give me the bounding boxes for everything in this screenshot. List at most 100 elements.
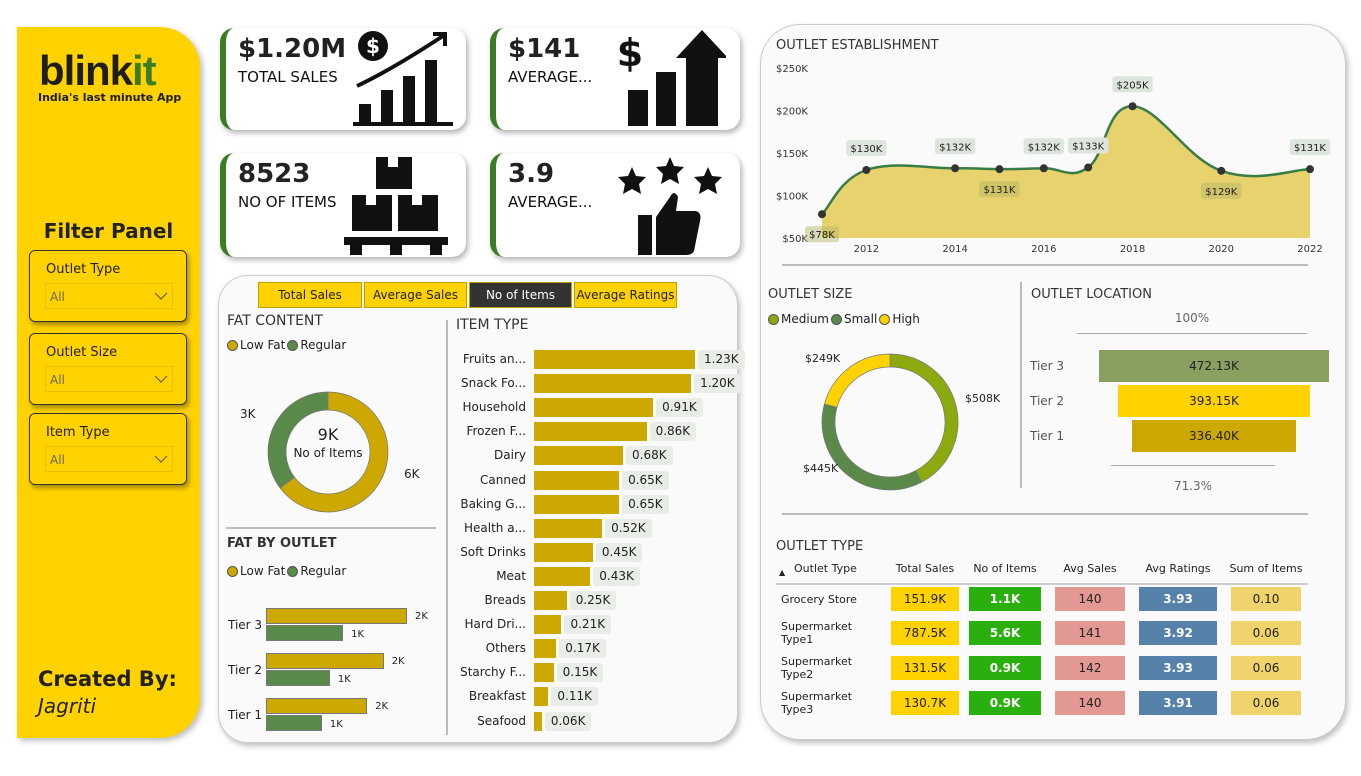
created-by-label: Created By:: [38, 667, 177, 691]
tagline: India's last minute App: [38, 91, 182, 104]
column-header[interactable]: Avg Sales: [1048, 558, 1132, 585]
funnel-bar: 472.13K: [1099, 350, 1329, 382]
regular-bar: [266, 625, 344, 641]
table-cell: 0.06: [1224, 681, 1308, 716]
item-type-bar: [534, 350, 695, 369]
data-point: [1306, 165, 1314, 174]
kpi-label: TOTAL SALES: [238, 68, 338, 86]
data-point: [995, 165, 1004, 174]
item-type-value-label: 0.45K: [595, 542, 643, 562]
item-type-label: Dairy: [494, 448, 526, 463]
table-cell: 3.92: [1132, 611, 1224, 646]
chevron-down-icon: [154, 455, 168, 463]
item-type-value-label: 1.23K: [698, 350, 745, 369]
item-type-value-label: 0.11K: [551, 687, 598, 707]
column-header[interactable]: Sum of Items: [1224, 558, 1308, 585]
item-type-dropdown[interactable]: All: [45, 446, 173, 472]
regular-legend-dot: [287, 565, 299, 577]
table-cell: 1.1K: [962, 585, 1048, 611]
low-fat-legend-dot: [227, 339, 238, 351]
data-label-bg: [1201, 182, 1242, 199]
data-point: [1039, 164, 1048, 173]
item-type-bar: [534, 374, 692, 394]
divider: [226, 527, 436, 529]
donut-center-label: No of Items: [293, 446, 363, 460]
x-tick-label: 2012: [854, 244, 879, 255]
cell-value: 0.9K: [969, 656, 1041, 680]
sort-ascending-icon[interactable]: ▲: [779, 568, 786, 577]
tab-average-sales[interactable]: Average Sales: [364, 282, 467, 308]
kpi-total-sales: $1.20M TOTAL SALES $: [220, 28, 466, 130]
data-label: $130K: [850, 144, 882, 155]
series-line: [821, 104, 1311, 216]
item-type-label: Canned: [480, 472, 526, 487]
item-type-bar: [534, 566, 591, 586]
sales-growth-icon: $: [353, 31, 453, 126]
donut-slice-high: [824, 353, 891, 408]
kpi-label: AVERAGE...: [508, 68, 593, 86]
item-type-label: Snack Fo...: [461, 376, 526, 391]
item-type-label: Health a...: [463, 520, 526, 535]
column-header[interactable]: Avg Ratings: [1132, 558, 1224, 585]
legend-label: Low Fat: [240, 564, 286, 578]
outlet-type-name: Supermarket Type2: [781, 655, 853, 681]
table-cell: 142: [1048, 646, 1132, 681]
item-type-label: Household: [462, 400, 526, 415]
column-header[interactable]: No of Items: [962, 558, 1048, 585]
column-header-label: Avg Ratings: [1145, 562, 1211, 575]
table-row: Grocery Store 151.9K 1.1K 140 3.93 0.10: [776, 585, 1308, 611]
funnel-top-percent: 100%: [1174, 311, 1210, 325]
item-type-label: Fruits an...: [462, 352, 526, 366]
tab-no-of-items[interactable]: No of Items: [469, 282, 572, 308]
cell-value: 140: [1055, 691, 1125, 715]
column-header[interactable]: Total Sales: [888, 558, 962, 585]
chevron-down-icon: [154, 375, 168, 383]
table-cell: Supermarket Type1: [776, 611, 888, 646]
cell-value: 151.9K: [891, 587, 959, 611]
item-type-chart: Fruits an... 1.23K Snack Fo... 1.20K Househo…: [448, 348, 745, 738]
table-cell: Supermarket Type3: [776, 681, 888, 716]
regular-legend-dot: [287, 339, 299, 351]
column-header[interactable]: ▲ Outlet Type: [776, 558, 888, 585]
outlet-size-dropdown[interactable]: All: [45, 366, 173, 392]
table-cell: 3.93: [1132, 585, 1224, 611]
donut-slice-medium: [889, 353, 959, 483]
filter-panel-title: Filter Panel: [43, 219, 174, 243]
cell-value: 3.91: [1139, 691, 1217, 715]
funnel-tier-label: Tier 1: [1030, 429, 1065, 443]
data-point: [818, 210, 826, 219]
donut-slice-small: [821, 403, 923, 491]
funnel-bar: 336.40K: [1132, 420, 1296, 452]
table-cell: 787.5K: [888, 611, 962, 646]
tab-average-ratings[interactable]: Average Ratings: [574, 282, 677, 308]
kpi-no-of-items: 8523 NO OF ITEMS: [220, 153, 466, 257]
legend-label: Small: [843, 312, 878, 326]
author-name: Jagriti: [38, 694, 97, 718]
outlet-establishment-chart: $50K $100K $150K $200K $250K 2012 2014 2016 2018…: [776, 64, 1331, 255]
filter-outlet-size: Outlet Size All: [29, 333, 187, 405]
table-cell: 151.9K: [888, 585, 962, 611]
tab-total-sales[interactable]: Total Sales: [258, 282, 362, 308]
data-label: $205K: [1117, 80, 1149, 91]
medium-legend-dot: [768, 313, 779, 325]
item-type-label: Breads: [484, 593, 526, 607]
fat-by-outlet-legend: Low Fat Regular: [227, 564, 346, 578]
dollar-bar-chart-icon: $: [617, 30, 726, 126]
kpi-average-sales: $141 AVERAGE... $: [490, 28, 740, 130]
table-row: Supermarket Type2 131.5K 0.9K 142 3.93 0.06: [776, 646, 1308, 681]
funnel-tier-label: Tier 2: [1030, 394, 1065, 408]
dropdown-value: All: [50, 290, 65, 304]
item-type-label: Others: [485, 641, 526, 656]
outlet-type-dropdown[interactable]: All: [45, 283, 173, 309]
item-type-label: Breakfast: [468, 689, 526, 704]
svg-text:$: $: [617, 31, 643, 75]
high-slice-label: $249K: [805, 352, 841, 365]
low-fat-bar: [266, 698, 368, 714]
item-type-value-label: 0.68K: [626, 446, 673, 466]
funnel-tier-label: Tier 3: [1030, 359, 1065, 373]
regular-value-label: 1K: [329, 719, 343, 730]
data-label: $129K: [1205, 187, 1237, 198]
table-header-row: ▲ Outlet Type Total Sales No of Items Avg Sa…: [776, 558, 1308, 585]
outlet-type-title: OUTLET TYPE: [776, 539, 864, 554]
funnel-top-line: [1077, 333, 1307, 334]
